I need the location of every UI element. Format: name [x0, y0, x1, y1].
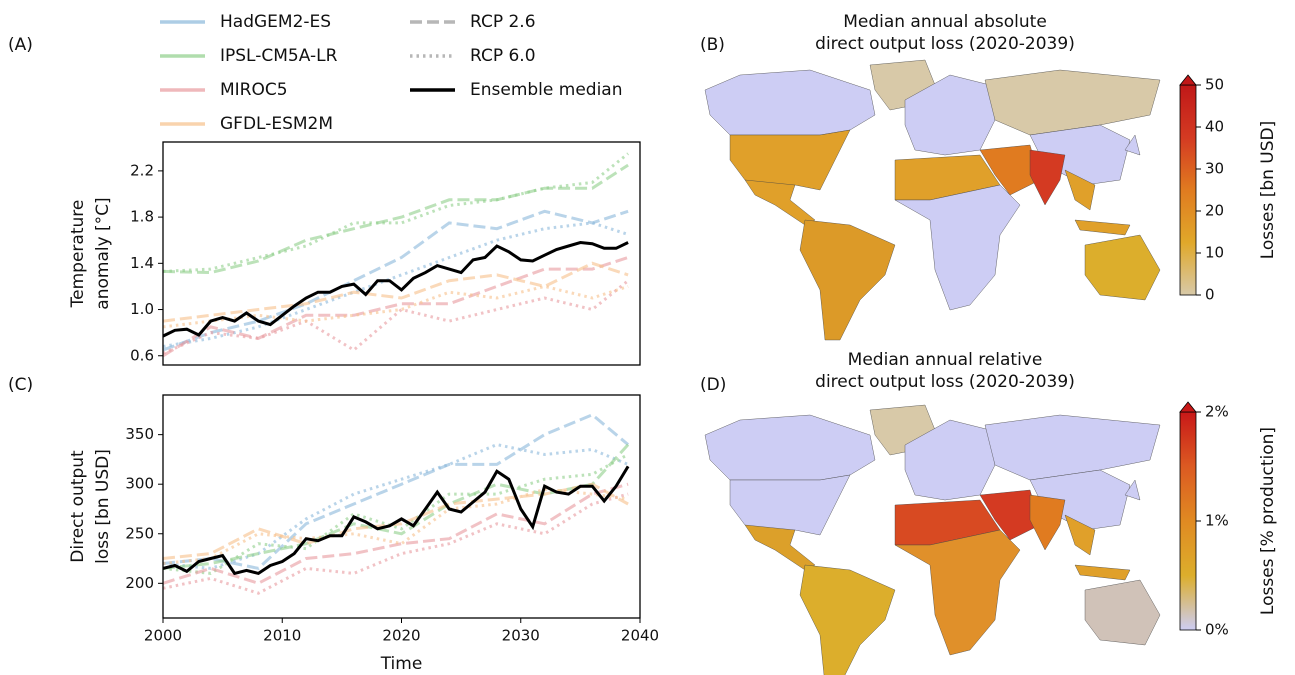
y-tick-label: 300 — [125, 475, 154, 493]
legend-label: GFDL-ESM2M — [220, 114, 333, 134]
map-title: direct output loss (2020-2039) — [815, 372, 1075, 392]
colorbar-label: Losses [% production] — [1258, 427, 1278, 615]
colorbar-tick-label: 10 — [1205, 244, 1224, 262]
model-line — [163, 482, 629, 585]
colorbar — [1179, 411, 1197, 631]
y-axis-label: Direct output — [68, 450, 88, 563]
model-line — [163, 152, 630, 273]
colorbar-tick-label: 0 — [1205, 286, 1215, 304]
map-title: Median annual relative — [848, 350, 1043, 370]
x-tick-label: 2000 — [144, 627, 182, 645]
y-tick-label: 200 — [125, 574, 154, 592]
colorbar-tick-label: 30 — [1205, 160, 1224, 178]
legend-label: MIROC5 — [220, 80, 288, 100]
plot-frame — [162, 141, 641, 366]
colorbar — [1179, 84, 1197, 296]
panel-label: (D) — [700, 375, 726, 395]
model-line — [163, 163, 629, 275]
y-axis-label: Temperature — [68, 200, 88, 309]
x-axis-label: Time — [380, 654, 423, 674]
y-axis-label: loss [bn USD] — [93, 449, 113, 564]
colorbar-extend — [1179, 401, 1197, 413]
colorbar-label: Losses [bn USD] — [1258, 121, 1278, 260]
legend-label: HadGEM2-ES — [220, 12, 331, 32]
y-tick-label: 0.6 — [130, 346, 154, 364]
plot-area — [163, 413, 630, 595]
panel-label: (A) — [8, 35, 33, 55]
plot-area — [163, 152, 630, 358]
model-line — [163, 209, 629, 352]
y-axis-label: anomaly [°C] — [93, 197, 113, 309]
model-line — [163, 443, 630, 570]
model-line — [163, 256, 629, 358]
median-line — [163, 240, 629, 338]
panel-label: (B) — [700, 35, 725, 55]
map-relative — [704, 404, 1161, 675]
model-line — [163, 413, 630, 571]
y-tick-label: 1.4 — [130, 254, 154, 272]
legend-label: RCP 6.0 — [470, 46, 536, 66]
legend-label: RCP 2.6 — [470, 12, 536, 32]
y-tick-label: 1.8 — [130, 208, 154, 226]
x-tick-label: 2020 — [382, 627, 420, 645]
colorbar-tick-label: 0% — [1205, 621, 1229, 639]
map-absolute — [704, 59, 1161, 341]
colorbar-tick-label: 2% — [1205, 403, 1229, 421]
model-line — [163, 453, 629, 575]
y-tick-label: 1.0 — [130, 300, 154, 318]
model-line — [163, 279, 630, 355]
map-title: Median annual absolute — [843, 12, 1047, 32]
legend-label: Ensemble median — [470, 80, 623, 100]
colorbar-tick-label: 50 — [1205, 76, 1224, 94]
model-line — [163, 482, 629, 560]
model-line — [163, 261, 629, 323]
colorbar-extend — [1179, 74, 1197, 86]
colorbar-tick-label: 1% — [1205, 512, 1229, 530]
legend-label: IPSL-CM5A-LR — [220, 46, 338, 66]
map-title: direct output loss (2020-2039) — [815, 34, 1075, 54]
colorbar-tick-label: 20 — [1205, 202, 1224, 220]
colorbar-tick-label: 40 — [1205, 118, 1224, 136]
x-tick-label: 2040 — [621, 627, 659, 645]
x-tick-label: 2010 — [263, 627, 301, 645]
panel-label: (C) — [8, 375, 33, 395]
x-tick-label: 2030 — [502, 627, 540, 645]
model-line — [163, 443, 629, 570]
y-tick-label: 350 — [125, 425, 154, 443]
y-tick-label: 250 — [125, 524, 154, 542]
model-line — [163, 221, 629, 348]
y-tick-label: 2.2 — [130, 161, 154, 179]
median-line — [163, 465, 630, 576]
